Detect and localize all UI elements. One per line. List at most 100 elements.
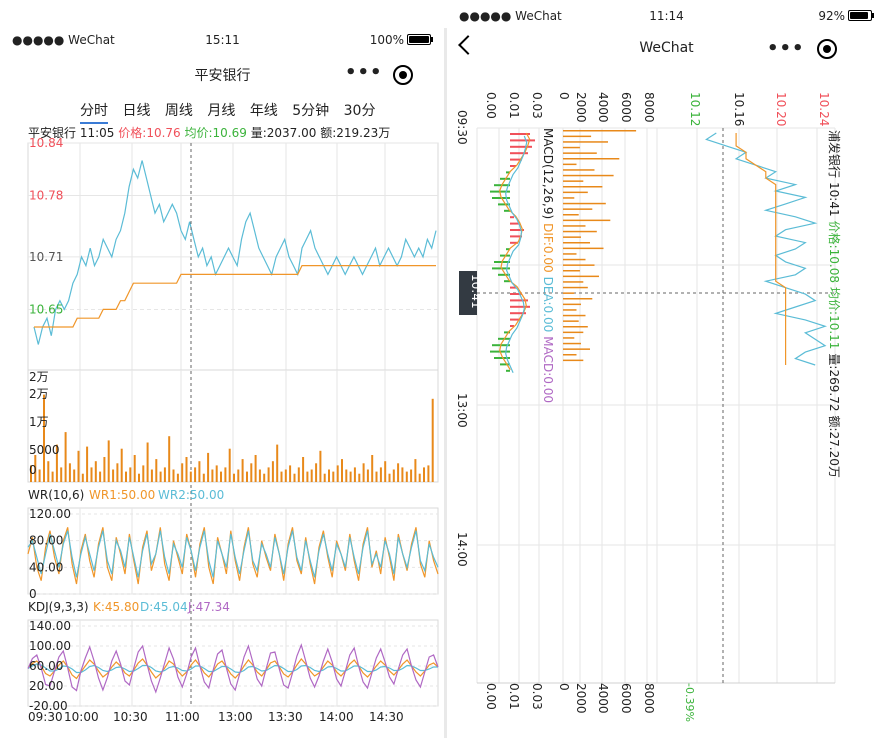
rotated-axis-label: 10.16 <box>732 92 746 126</box>
volume-bar <box>405 471 408 482</box>
amount-value: 219.23万 <box>336 126 391 140</box>
right-phone-screen: ●●●●● WeChat 11:14 92% WeChat ••• 0.00 0.… <box>447 0 886 738</box>
volume-bar <box>233 473 235 482</box>
tab-weekly[interactable]: 周线 <box>164 103 193 119</box>
volume-bar <box>431 398 434 482</box>
svg-text:MACD(12,26,9)DIF:0.00DEA:0.00M: MACD(12,26,9) DIF:0.00 DEA:0.00 MACD:0.00 <box>541 128 555 403</box>
volume-bar <box>289 465 292 482</box>
macd-bar <box>510 229 524 231</box>
volume-bar <box>563 141 608 143</box>
amount-value: 27.20万 <box>827 432 841 478</box>
battery-indicator: 100% <box>370 33 433 47</box>
close-target-icon[interactable] <box>393 65 413 85</box>
macd-bar <box>510 165 516 167</box>
volume-bar <box>215 465 218 482</box>
tab-monthly[interactable]: 月线 <box>207 103 236 119</box>
macd-bar <box>504 331 510 334</box>
volume-bar <box>392 469 395 482</box>
crosshair-time-badge <box>459 271 477 315</box>
tab-fenshi[interactable]: 分时 <box>80 100 108 124</box>
volume-bar <box>284 469 287 482</box>
right-chart-canvas: 0.00 0.01 0.03 0 2000 4000 6000 8000 10.12 10.16 1… <box>455 92 842 722</box>
volume-bar <box>250 463 253 482</box>
volume-bar <box>99 471 102 482</box>
volume-bar <box>323 473 326 482</box>
bottom-percent-label: -0.39% <box>683 683 696 722</box>
volume-bar <box>563 180 584 182</box>
price-axis-label: 10.78 <box>29 189 63 203</box>
macd-bar <box>510 325 514 327</box>
macd-bar <box>510 139 535 142</box>
time-axis-label: 13:00 <box>455 393 469 428</box>
macd-bar <box>504 280 510 283</box>
more-menu-icon[interactable]: ••• <box>767 38 805 59</box>
volume-bar <box>563 314 586 317</box>
more-menu-icon[interactable]: ••• <box>345 62 383 83</box>
volume-bar <box>246 471 248 482</box>
volume-bar <box>293 473 296 482</box>
kdj-d-legend: D:45.04 <box>140 600 188 614</box>
volume-bar <box>358 473 361 482</box>
macd-bar <box>504 209 510 212</box>
macd-bar <box>510 222 520 225</box>
volume-bar <box>297 467 300 482</box>
battery-indicator: 92% <box>818 9 874 23</box>
volume-bar <box>64 432 67 482</box>
macd-bar <box>510 216 514 219</box>
wr-legend-name: WR(10,6) <box>28 488 84 502</box>
volume-bar <box>563 219 611 222</box>
stock-name: 浦发银行 <box>827 130 842 178</box>
volume-bar <box>103 457 106 482</box>
volume-bar <box>397 463 400 482</box>
wr1-legend: WR1:50.00 <box>89 488 155 502</box>
macd-bar <box>506 248 510 251</box>
avg-value: 10.69 <box>212 126 247 140</box>
volume-bar <box>563 320 579 322</box>
price-line <box>705 132 828 366</box>
volume-bar <box>194 467 197 482</box>
volume-bar <box>375 471 378 482</box>
tab-30min[interactable]: 30分 <box>343 103 376 119</box>
stock-name: 平安银行 <box>28 126 77 140</box>
rotated-axis-label: 8000 <box>642 92 656 123</box>
volume-bar <box>414 459 417 482</box>
macd-bar <box>510 305 530 308</box>
macd-bar <box>494 357 510 359</box>
volume-bar <box>563 197 575 199</box>
kdj-legend-name: KDJ(9,3,3) <box>28 600 89 614</box>
rotated-axis-label: 10.24 <box>817 92 831 126</box>
volume-bar <box>379 467 382 482</box>
volume-bar <box>345 469 348 482</box>
volume-bar <box>563 348 590 350</box>
tab-daily[interactable]: 日线 <box>122 103 151 119</box>
close-target-icon[interactable] <box>817 39 837 59</box>
kdj-k-legend: K:45.80 <box>93 600 139 614</box>
rotated-axis-label: 0.03 <box>530 92 544 119</box>
wr-axis-label: 80.00 <box>29 534 63 548</box>
rotated-axis-label: 0.01 <box>507 92 521 119</box>
left-phone-screen: ●●●●● WeChat 15:11 100% 平安银行 ••• 分时 日线 周… <box>12 33 439 724</box>
volume-bar <box>254 455 257 482</box>
quote-info-line: 平安银行 11:05 价格:10.76 均价:10.69 量:2037.00 额… <box>28 124 390 141</box>
volume-axis-label: 2万 <box>29 370 49 384</box>
volume-bar <box>563 303 581 306</box>
macd-bar <box>510 133 530 135</box>
volume-bar <box>172 469 175 482</box>
volume-bar <box>563 158 620 160</box>
volume-bar <box>563 242 590 244</box>
volume-bar <box>263 473 266 482</box>
volume-bar <box>271 461 274 482</box>
volume-bar <box>563 359 584 362</box>
volume-bar <box>563 270 580 272</box>
tab-5min[interactable]: 5分钟 <box>292 103 330 119</box>
rotated-axis-label: 10.20 <box>774 92 788 126</box>
volume-bar <box>55 444 58 482</box>
volume-bar <box>328 469 330 482</box>
volume-bar <box>276 444 279 482</box>
volume-bar <box>563 264 595 266</box>
kdj-axis-label: 140.00 <box>29 619 71 633</box>
tab-yearly[interactable]: 年线 <box>249 103 278 119</box>
volume-bar <box>349 471 352 482</box>
volume-bar <box>228 448 231 482</box>
volume-bar <box>563 186 603 188</box>
